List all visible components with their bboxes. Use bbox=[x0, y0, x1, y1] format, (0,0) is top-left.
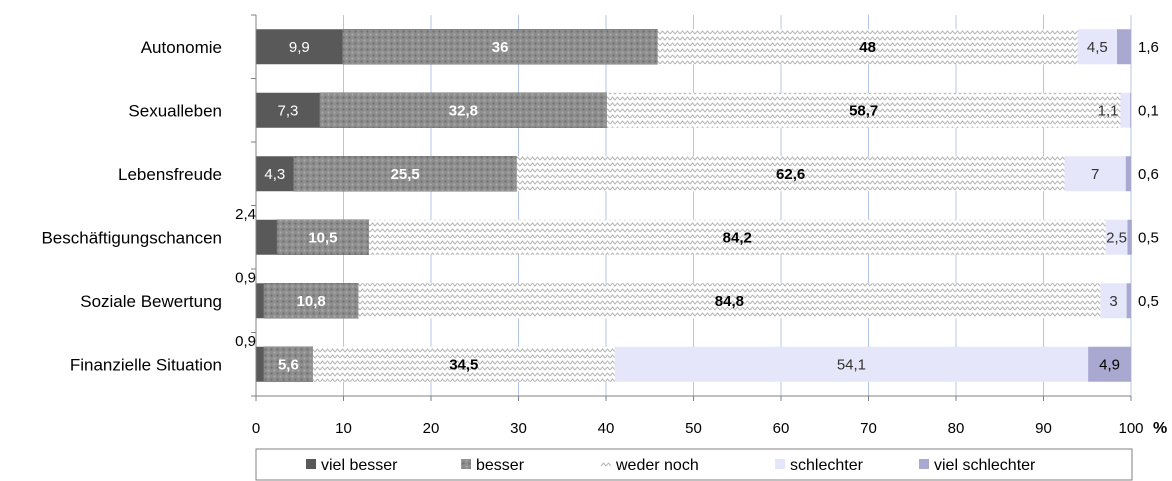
bar-schlechter-5 bbox=[614, 346, 1089, 382]
data-label: 4,5 bbox=[1087, 39, 1108, 56]
data-label: 0,9 bbox=[235, 333, 256, 350]
bar-schlechter-1 bbox=[1120, 92, 1131, 128]
bar-viel-besser-1 bbox=[256, 92, 320, 128]
category-label: Lebensfreude bbox=[118, 165, 222, 184]
data-label: 58,7 bbox=[849, 102, 878, 119]
data-label: 7,3 bbox=[278, 102, 299, 119]
legend-label: besser bbox=[476, 457, 525, 474]
category-label: Finanzielle Situation bbox=[70, 355, 222, 374]
data-label: 48 bbox=[859, 39, 876, 56]
data-label: 32,8 bbox=[449, 102, 478, 119]
legend-swatch bbox=[775, 459, 785, 469]
data-label: 0,6 bbox=[1138, 166, 1159, 183]
bar-besser-0 bbox=[342, 29, 658, 65]
bar-schlechter-0 bbox=[1077, 29, 1117, 65]
x-tick-label: 70 bbox=[860, 420, 877, 437]
data-label: 10,5 bbox=[308, 229, 337, 246]
data-label: 62,6 bbox=[776, 166, 805, 183]
data-label: 0,1 bbox=[1138, 102, 1159, 119]
bars-layer bbox=[256, 29, 1132, 382]
bar-weder-noch-4 bbox=[358, 283, 1101, 319]
data-label: 34,5 bbox=[449, 356, 478, 373]
data-label: 7 bbox=[1091, 166, 1099, 183]
bar-weder-noch-0 bbox=[657, 29, 1078, 65]
x-tick-label: 40 bbox=[598, 420, 615, 437]
data-label: 25,5 bbox=[391, 166, 420, 183]
category-label: Sexualleben bbox=[128, 101, 222, 120]
x-tick-label: 100 bbox=[1118, 420, 1143, 437]
bar-schlechter-4 bbox=[1100, 283, 1127, 319]
bar-viel-schlechter-0 bbox=[1117, 29, 1131, 65]
data-label: 5,6 bbox=[278, 356, 299, 373]
legend-swatch bbox=[919, 459, 929, 469]
legend-swatch bbox=[306, 459, 316, 469]
bar-viel-schlechter-5 bbox=[1088, 346, 1131, 382]
data-label: 2,4 bbox=[235, 206, 256, 223]
x-tick-label: 0 bbox=[252, 420, 260, 437]
data-label: 1,1 bbox=[1098, 102, 1119, 119]
bar-schlechter-3 bbox=[1105, 219, 1128, 255]
bar-viel-besser-3 bbox=[256, 219, 277, 255]
legend-label: weder noch bbox=[615, 457, 699, 474]
bar-viel-besser-5 bbox=[256, 346, 264, 382]
data-label: 4,9 bbox=[1099, 356, 1120, 373]
bar-besser-3 bbox=[276, 219, 370, 255]
data-label: 0,9 bbox=[235, 269, 256, 286]
bar-viel-besser-0 bbox=[256, 29, 343, 65]
bar-viel-schlechter-2 bbox=[1125, 156, 1131, 192]
x-tick-label: 10 bbox=[335, 420, 352, 437]
x-tick-label: 60 bbox=[773, 420, 790, 437]
x-tick-label: 90 bbox=[1035, 420, 1052, 437]
data-label: 3 bbox=[1109, 293, 1117, 310]
data-label: 54,1 bbox=[837, 356, 866, 373]
data-label: 10,8 bbox=[297, 293, 326, 310]
bar-besser-1 bbox=[319, 92, 608, 128]
data-labels-layer: Autonomie 9,9 36 48 4,5 1,6 Sexualleben 7,3 32,8… bbox=[41, 38, 1158, 375]
legend-box bbox=[255, 448, 1133, 481]
bar-weder-noch-5 bbox=[312, 346, 615, 382]
legend: viel besser besser weder noch schlechter vie… bbox=[255, 448, 1133, 481]
x-axis-unit: % bbox=[1153, 420, 1167, 437]
data-label: 0,5 bbox=[1138, 229, 1159, 246]
bar-viel-besser-4 bbox=[256, 283, 264, 319]
bar-besser-2 bbox=[293, 156, 517, 192]
legend-swatch bbox=[600, 462, 612, 467]
legend-label: schlechter bbox=[790, 457, 864, 474]
bar-besser-5 bbox=[263, 346, 314, 382]
data-label: 36 bbox=[492, 39, 509, 56]
data-label: 84,8 bbox=[715, 293, 744, 310]
axes-layer: 0 10 20 30 40 50 60 70 80 90 100% bbox=[251, 14, 1167, 437]
bar-schlechter-2 bbox=[1064, 156, 1126, 192]
category-label: Autonomie bbox=[141, 38, 222, 57]
bar-weder-noch-1 bbox=[606, 92, 1121, 128]
bar-weder-noch-3 bbox=[368, 219, 1106, 255]
data-label: 4,3 bbox=[264, 166, 285, 183]
data-label: 1,6 bbox=[1138, 39, 1159, 56]
legend-label: viel besser bbox=[321, 457, 398, 474]
bar-weder-noch-2 bbox=[516, 156, 1065, 192]
bar-viel-schlechter-3 bbox=[1127, 219, 1132, 255]
bar-besser-4 bbox=[263, 283, 359, 319]
data-label: 9,9 bbox=[289, 39, 310, 56]
bar-viel-schlechter-4 bbox=[1126, 283, 1131, 319]
x-tick-label: 20 bbox=[423, 420, 440, 437]
bar-viel-besser-2 bbox=[256, 156, 294, 192]
legend-label: viel schlechter bbox=[934, 457, 1036, 474]
data-label: 0,5 bbox=[1138, 293, 1159, 310]
x-tick-label: 30 bbox=[510, 420, 527, 437]
x-tick-label: 80 bbox=[948, 420, 965, 437]
bar-viel-schlechter-1 bbox=[1130, 92, 1131, 128]
data-label: 84,2 bbox=[723, 229, 752, 246]
gridlines bbox=[343, 15, 1132, 396]
category-label: Soziale Bewertung bbox=[80, 292, 222, 311]
x-tick-label: 50 bbox=[685, 420, 702, 437]
data-label: 2,5 bbox=[1106, 229, 1127, 246]
category-label: Beschäftigungschancen bbox=[41, 228, 222, 247]
legend-swatch bbox=[461, 459, 471, 469]
